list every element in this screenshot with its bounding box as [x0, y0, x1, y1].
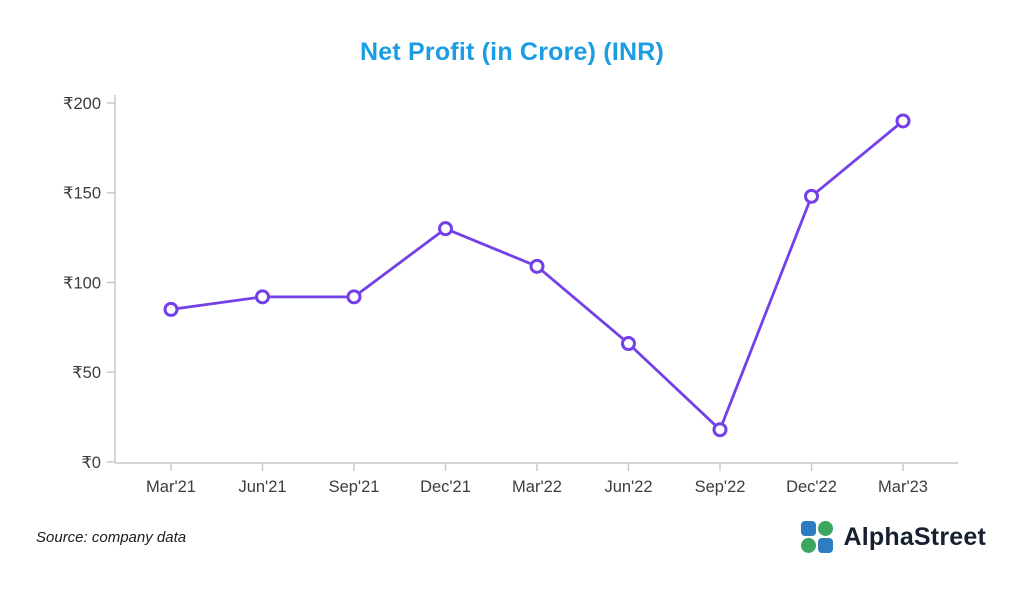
x-tick-label: Mar'22	[512, 478, 562, 496]
y-tick-label: ₹150	[63, 185, 101, 203]
x-tick-label: Sep'21	[329, 478, 380, 496]
x-tick-label: Jun'22	[604, 478, 652, 496]
y-tick-label: ₹50	[72, 364, 101, 382]
x-tick-label: Mar'23	[878, 478, 928, 496]
x-tick-label: Dec'21	[420, 478, 471, 496]
data-point-marker	[895, 113, 911, 129]
data-point-marker	[438, 221, 453, 237]
y-tick-label: ₹0	[81, 454, 101, 472]
x-tick-label: Sep'22	[695, 478, 746, 496]
chart-title: Net Profit (in Crore) (INR)	[360, 38, 664, 66]
x-tick-label: Dec'22	[786, 478, 837, 496]
brand-logo: AlphaStreet	[800, 520, 986, 554]
x-tick-label: Mar'21	[146, 478, 196, 496]
y-tick-label: ₹100	[63, 274, 101, 292]
x-tick-label: Jun'21	[238, 478, 286, 496]
net-profit-line	[169, 119, 905, 432]
data-point-marker	[712, 422, 728, 438]
alphastreet-logo-icon	[801, 521, 834, 553]
data-point-marker	[529, 258, 545, 274]
y-tick-label: ₹200	[63, 95, 101, 113]
data-point-marker	[804, 188, 819, 204]
brand-name: AlphaStreet	[843, 522, 986, 551]
source-note: Source: company data	[36, 529, 187, 546]
data-point-marker	[255, 289, 270, 305]
data-point-marker	[163, 301, 179, 317]
data-point-marker	[621, 336, 636, 352]
data-point-marker	[346, 289, 362, 305]
